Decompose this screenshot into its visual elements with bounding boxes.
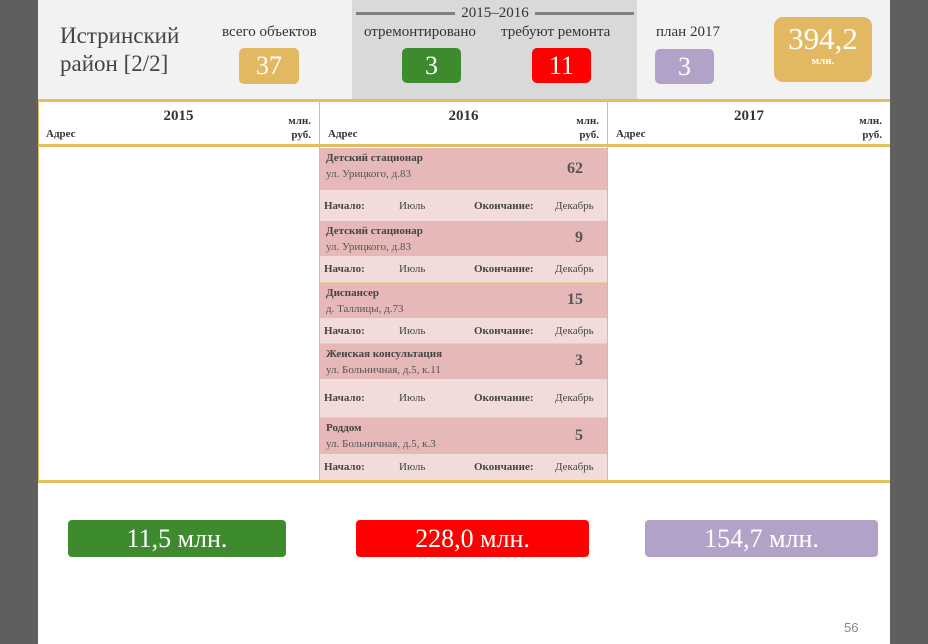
start-value: Июль (399, 263, 426, 275)
unit-line-2: руб. (862, 129, 882, 141)
end-label: Окончание: (474, 199, 534, 212)
end-label: Окончание: (474, 392, 534, 404)
repaired-badge: 3 (402, 48, 461, 83)
object-value: 62 (567, 160, 583, 177)
unit-line-1: млн. (288, 115, 311, 127)
total-objects-label: всего объектов (222, 24, 317, 40)
object-separator (320, 343, 607, 344)
total-objects-badge: 37 (239, 48, 299, 84)
column-divider-left (38, 99, 39, 483)
object-row: Женская консультация ул. Больничная, д.5… (320, 344, 607, 379)
column-divider-1 (319, 99, 320, 483)
period-line-left (356, 12, 456, 15)
end-label: Окончание: (474, 324, 534, 337)
table-bottom-border (38, 480, 890, 483)
object-separator (320, 282, 607, 283)
start-value: Июль (399, 392, 426, 404)
table-top-border (38, 99, 890, 102)
object-name: Детский стационар (326, 152, 423, 164)
column-address-label: Адрес (328, 128, 358, 140)
object-row: Роддом ул. Больничная, д.5, к.3 5 (320, 418, 607, 454)
page-title: Истринский район [2/2] (60, 23, 180, 76)
object-address: д. Таллицы, д.73 (326, 303, 404, 315)
object-name: Детский стационар (326, 225, 423, 237)
object-row: Детский стационар ул. Урицкого, д.83 9 (320, 221, 607, 256)
object-dates-row: Начало: Июль Окончание: Декабрь (320, 256, 607, 282)
start-label: Начало: (324, 392, 365, 404)
plan-2017-badge: 3 (655, 49, 714, 84)
page-number: 56 (844, 620, 859, 635)
column-header-2016: 2016 Адрес млн. руб. (320, 104, 607, 144)
object-address: ул. Урицкого, д.83 (326, 168, 411, 180)
column-address-label: Адрес (46, 128, 76, 140)
needs-repair-label: требуют ремонта (501, 24, 611, 40)
column-header-2017: 2017 Адрес млн. руб. (608, 104, 890, 144)
object-value: 15 (567, 291, 583, 308)
column-unit: млн. руб. (859, 114, 882, 142)
start-value: Июль (399, 461, 426, 473)
start-label: Начало: (324, 461, 365, 473)
object-address: ул. Больничная, д.5, к.3 (326, 438, 436, 450)
end-value: Декабрь (555, 324, 594, 337)
table-header-border (38, 144, 890, 147)
object-dates-row: Начало: Июль Окончание: Декабрь (320, 379, 607, 417)
repaired-label: отремонтировано (364, 24, 476, 40)
object-name: Роддом (326, 422, 362, 434)
period-label: 2015–2016 (461, 5, 529, 21)
end-value: Декабрь (555, 392, 594, 404)
start-label: Начало: (324, 263, 365, 275)
end-label: Окончание: (474, 263, 534, 275)
column-year: 2016 (448, 108, 479, 124)
column-divider-2 (607, 99, 608, 483)
column-unit: млн. руб. (288, 114, 311, 142)
object-value: 9 (575, 229, 583, 246)
total-2015-badge: 11,5 млн. (68, 520, 286, 557)
column-year: 2015 (163, 108, 194, 124)
object-dates-row: Начало: Июль Окончание: Декабрь (320, 454, 607, 480)
end-value: Декабрь (555, 461, 594, 473)
object-name: Женская консультация (326, 348, 443, 360)
column-address-label: Адрес (616, 128, 646, 140)
unit-line-1: млн. (859, 115, 882, 127)
object-value: 5 (575, 427, 583, 444)
object-dates-row: Начало: Июль Окончание: Декабрь (320, 190, 607, 221)
slide: Истринский район [2/2] всего объектов 37… (38, 0, 890, 644)
unit-line-2: руб. (291, 129, 311, 141)
summary-header: Истринский район [2/2] всего объектов 37… (38, 0, 890, 99)
budget-badge: 394,2 млн. (774, 17, 872, 82)
budget-unit: млн. (811, 55, 835, 67)
unit-line-1: млн. (576, 115, 599, 127)
column-unit: млн. руб. (576, 114, 599, 142)
start-label: Начало: (324, 324, 365, 337)
total-2017-badge: 154,7 млн. (645, 520, 878, 557)
start-value: Июль (399, 324, 426, 337)
object-address: ул. Урицкого, д.83 (326, 241, 411, 253)
object-value: 3 (575, 352, 583, 369)
end-value: Декабрь (555, 263, 594, 275)
object-row: Диспансер д. Таллицы, д.73 15 (320, 283, 607, 318)
object-name: Диспансер (326, 287, 379, 299)
period-line-right (534, 12, 634, 15)
object-row: Детский стационар ул. Урицкого, д.83 62 (320, 148, 607, 190)
plan-2017-label: план 2017 (656, 24, 720, 40)
unit-line-2: руб. (579, 129, 599, 141)
end-value: Декабрь (555, 199, 594, 212)
column-header-2015: 2015 Адрес млн. руб. (38, 104, 319, 144)
object-address: ул. Больничная, д.5, к.11 (326, 364, 441, 376)
budget-value: 394,2 (788, 21, 858, 56)
start-value: Июль (399, 199, 426, 212)
start-label: Начало: (324, 199, 365, 212)
total-2016-badge: 228,0 млн. (356, 520, 589, 557)
object-dates-row: Начало: Июль Окончание: Декабрь (320, 318, 607, 343)
needs-repair-badge: 11 (532, 48, 591, 83)
period-title: 2015–2016 (356, 5, 634, 22)
end-label: Окончание: (474, 461, 534, 473)
object-separator (320, 417, 607, 418)
column-year: 2017 (734, 108, 764, 124)
